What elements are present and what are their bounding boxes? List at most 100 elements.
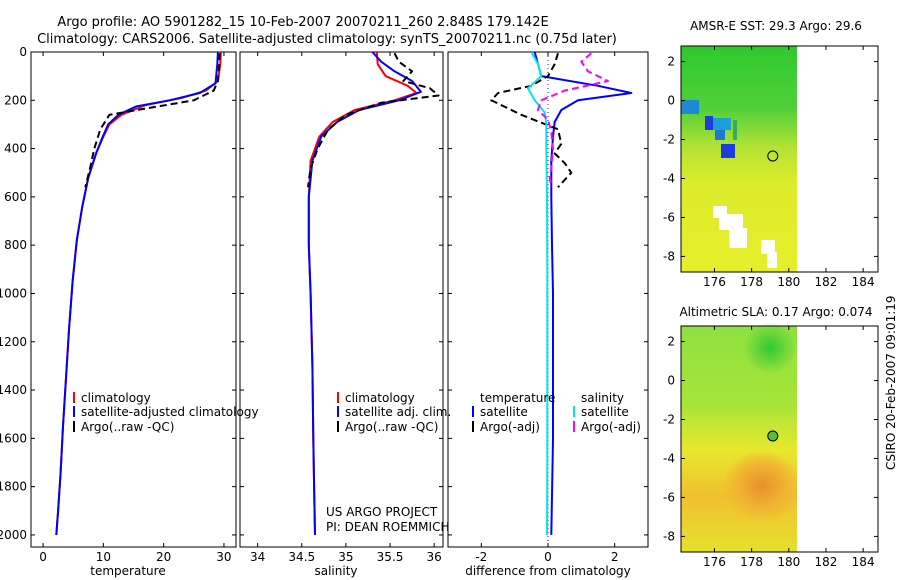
salinity-profile-chart: 34 34.5 35 35.5 36 salinity climatology sate…	[239, 51, 451, 578]
x-tick-label: 20	[156, 550, 171, 564]
sst-cold-patch	[715, 130, 725, 140]
salinity-axes-box	[239, 51, 444, 548]
sst-missing-patch	[729, 228, 747, 248]
sla-map-chart: Altimetric SLA: 0.17 Argo: 0.074 176 178 1…	[663, 305, 879, 569]
map-x-tick-label: 176	[703, 555, 726, 569]
x-tick-label: 35	[338, 550, 353, 564]
series-line-argo-raw-qc	[84, 53, 221, 188]
sst-missing-patch	[767, 252, 777, 268]
sla-no-data-region	[797, 326, 878, 552]
series-line-salinity-argo-adj	[537, 52, 609, 188]
map-x-tick-label: 180	[777, 555, 800, 569]
map-y-tick-label: 2	[667, 335, 675, 349]
sst-cold-patch	[681, 100, 699, 114]
sst-cold-patch	[733, 120, 737, 140]
sla-map-axes-box	[680, 325, 879, 553]
float-position-marker	[767, 430, 779, 442]
legend-label-sal-satellite: satellite	[581, 405, 629, 419]
x-tick-label: 2	[611, 550, 619, 564]
map-y-tick-label: 0	[667, 94, 675, 108]
salinity-xlabel: salinity	[314, 564, 357, 578]
series-line-satellite-adjusted-climatology	[55, 52, 219, 535]
series-line-satellite-adj-clim	[307, 52, 422, 535]
y-tick-label: 1800	[0, 480, 27, 494]
x-tick-label: 30	[216, 550, 231, 564]
map-y-tick-label: -2	[663, 413, 675, 427]
sst-no-data-region	[797, 46, 878, 272]
y-tick-label: 1200	[0, 335, 27, 349]
legend-label-satellite-adjusted: satellite-adjusted climatology	[81, 405, 259, 419]
y-tick-label: 400	[4, 142, 27, 156]
sst-map-axes-box	[680, 45, 879, 273]
x-tick-label: 34.5	[288, 550, 315, 564]
map-y-tick-label: -4	[663, 451, 675, 465]
legend-label-argo: Argo(..raw -QC)	[81, 420, 174, 434]
legend-label-satellite: satellite adj. clim.	[345, 405, 451, 419]
x-tick-label: 36	[427, 550, 442, 564]
sst-cold-patch	[721, 144, 735, 158]
salinity-legend: climatology satellite adj. clim. Argo(..…	[337, 391, 451, 434]
y-tick-label: 1600	[0, 431, 27, 445]
map-y-tick-label: -4	[663, 171, 675, 185]
map-x-tick-label: 176	[703, 275, 726, 289]
map-x-tick-label: 182	[815, 275, 838, 289]
map-x-tick-label: 184	[852, 555, 875, 569]
legend-label-climatology: climatology	[81, 391, 151, 405]
sla-high-anomaly	[722, 450, 802, 522]
x-tick-label: 0	[544, 550, 552, 564]
y-tick-label: 1000	[0, 286, 27, 300]
map-x-tick-label: 178	[740, 555, 763, 569]
sla-map-title: Altimetric SLA: 0.17 Argo: 0.074	[679, 305, 872, 319]
sst-missing-patch	[719, 214, 743, 230]
map-y-tick-label: -8	[663, 249, 675, 263]
temperature-legend: climatology satellite-adjusted climatolo…	[73, 391, 259, 434]
sst-map-chart: AMSR-E SST: 29.3 Argo: 29.6 176 178 180 182…	[663, 19, 879, 289]
legend-label-temp-argo: Argo(-adj)	[480, 420, 540, 434]
sst-missing-patch	[761, 240, 775, 254]
legend-label-climatology: climatology	[345, 391, 415, 405]
y-tick-label: 600	[4, 190, 27, 204]
temperature-xlabel: temperature	[90, 564, 165, 578]
legend-header-temperature: temperature	[480, 391, 555, 405]
figure-title-line1: Argo profile: AO 5901282_15 10-Feb-2007 …	[57, 15, 548, 30]
difference-xlabel: difference from climatology	[465, 564, 631, 578]
map-y-tick-label: -8	[663, 529, 675, 543]
series-line-temperature-argo-adj	[490, 52, 573, 188]
x-tick-label: 0	[39, 550, 47, 564]
sst-cold-patch	[705, 116, 713, 130]
y-tick-label: 0	[19, 45, 27, 59]
temperature-profile-chart: 0 200 400 600 800 1000 1200 1400 1600 1800 2000 0 1…	[0, 45, 259, 578]
map-x-tick-label: 180	[777, 275, 800, 289]
project-annotation: US ARGO PROJECT	[326, 505, 438, 519]
map-x-tick-label: 178	[740, 275, 763, 289]
difference-profile-chart: -2 0 2 difference from climatology tempera…	[447, 51, 649, 578]
difference-legend: temperature salinity satellite Argo(-adj…	[472, 391, 641, 434]
map-y-tick-label: 2	[667, 55, 675, 69]
x-tick-label: 35.5	[377, 550, 404, 564]
map-y-tick-label: -6	[663, 210, 675, 224]
series-line-argo-raw-qc	[307, 52, 440, 188]
map-y-tick-label: 0	[667, 374, 675, 388]
y-tick-label: 200	[4, 93, 27, 107]
series-line-climatology	[307, 52, 418, 535]
pi-annotation: PI: DEAN ROEMMICH	[326, 520, 449, 534]
legend-label-argo: Argo(..raw -QC)	[345, 420, 438, 434]
y-tick-label: 1400	[0, 383, 27, 397]
figure-title-line2: Climatology: CARS2006. Satellite-adjuste…	[37, 32, 617, 47]
map-y-tick-label: -2	[663, 133, 675, 147]
map-x-tick-label: 182	[815, 555, 838, 569]
series-line-climatology	[55, 52, 222, 535]
series-line-temperature-satellite	[533, 52, 633, 535]
x-tick-label: 10	[96, 550, 111, 564]
sst-map-title: AMSR-E SST: 29.3 Argo: 29.6	[690, 19, 862, 33]
map-x-tick-label: 184	[852, 275, 875, 289]
legend-header-salinity: salinity	[581, 391, 624, 405]
sst-cold-patch	[713, 118, 731, 130]
temperature-axes-box	[30, 51, 237, 548]
float-position-marker	[767, 150, 779, 162]
legend-label-temp-satellite: satellite	[480, 405, 528, 419]
sla-high-anomaly	[744, 322, 796, 374]
legend-label-sal-argo: Argo(-adj)	[581, 420, 641, 434]
y-tick-label: 2000	[0, 528, 27, 542]
